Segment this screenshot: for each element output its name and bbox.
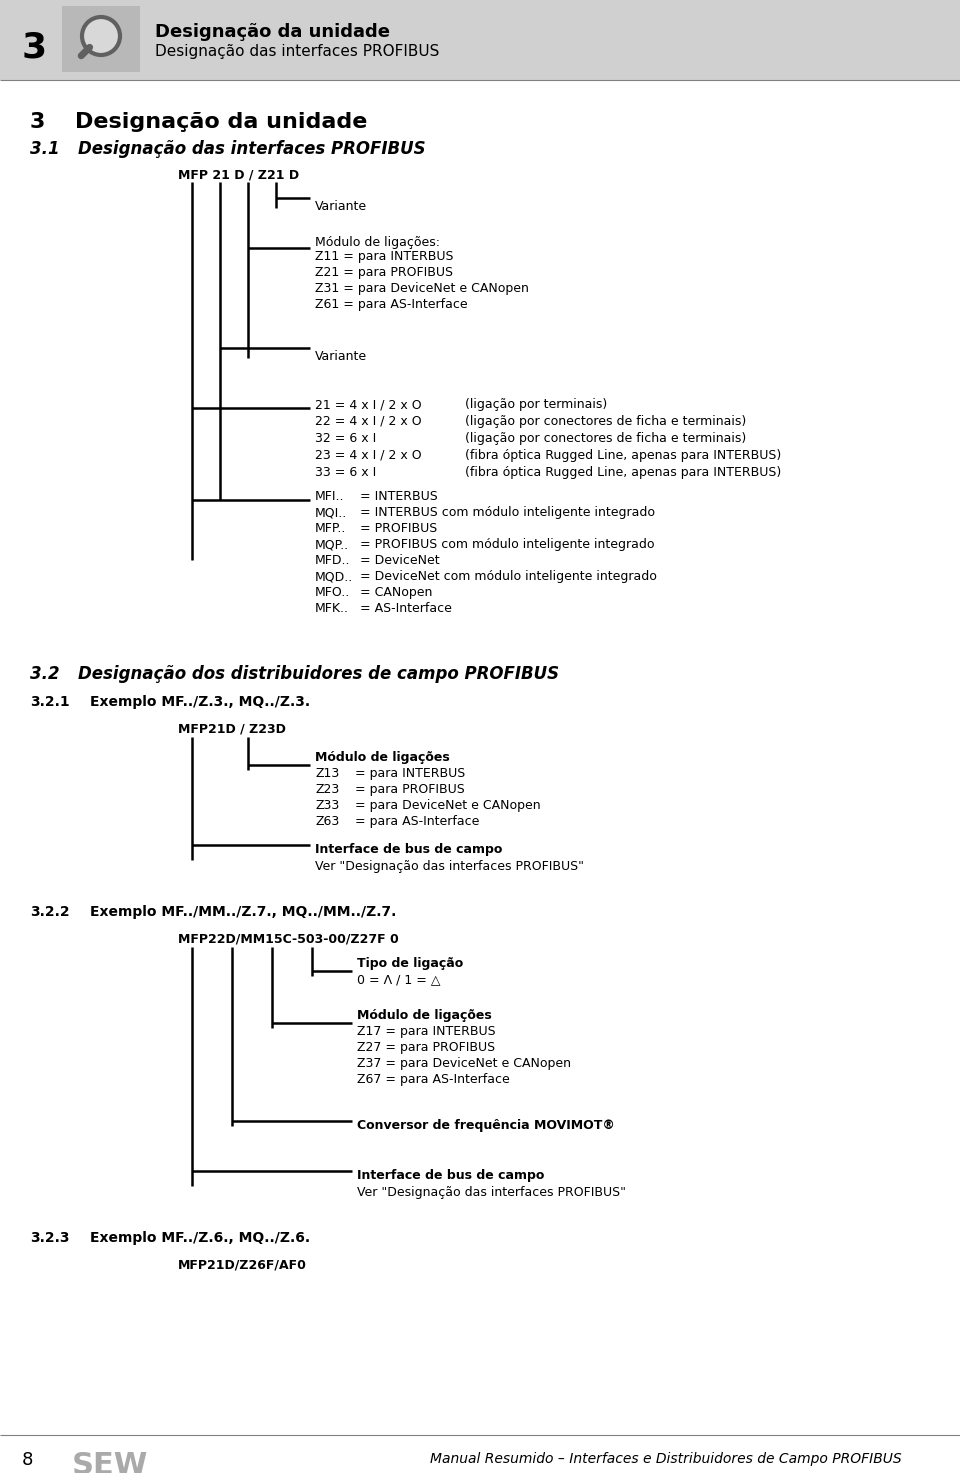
Text: Conversor de frequência MOVIMOT®: Conversor de frequência MOVIMOT®	[357, 1119, 614, 1131]
Text: Variante: Variante	[315, 200, 367, 214]
Text: MFK..: MFK..	[315, 602, 349, 616]
Text: Exemplo MF../Z.3., MQ../Z.3.: Exemplo MF../Z.3., MQ../Z.3.	[90, 695, 310, 709]
Text: = para PROFIBUS: = para PROFIBUS	[355, 784, 465, 795]
Text: MFP21D/Z26F/AF0: MFP21D/Z26F/AF0	[178, 1259, 307, 1273]
Text: Z61 = para AS-Interface: Z61 = para AS-Interface	[315, 298, 468, 311]
Text: Exemplo MF../Z.6., MQ../Z.6.: Exemplo MF../Z.6., MQ../Z.6.	[90, 1231, 310, 1245]
Text: (fibra óptica Rugged Line, apenas para INTERBUS): (fibra óptica Rugged Line, apenas para I…	[465, 465, 781, 479]
Text: = DeviceNet com módulo inteligente integrado: = DeviceNet com módulo inteligente integ…	[360, 570, 657, 583]
Text: 3.1: 3.1	[30, 140, 60, 158]
Text: Z13: Z13	[315, 767, 339, 781]
Text: 22 = 4 x I / 2 x O: 22 = 4 x I / 2 x O	[315, 415, 421, 429]
Text: 0 = Λ / 1 = △: 0 = Λ / 1 = △	[357, 974, 441, 985]
Text: Z31 = para DeviceNet e CANopen: Z31 = para DeviceNet e CANopen	[315, 281, 529, 295]
Text: MFP..: MFP..	[315, 521, 347, 535]
Text: = PROFIBUS: = PROFIBUS	[360, 521, 437, 535]
Text: Designação da unidade: Designação da unidade	[75, 112, 368, 133]
Text: 3.2.1: 3.2.1	[30, 695, 70, 709]
Text: (ligação por terminais): (ligação por terminais)	[465, 398, 608, 411]
Text: MQI..: MQI..	[315, 507, 348, 518]
Text: Interface de bus de campo: Interface de bus de campo	[357, 1170, 544, 1181]
Text: = para DeviceNet e CANopen: = para DeviceNet e CANopen	[355, 798, 540, 812]
Text: = INTERBUS: = INTERBUS	[360, 491, 438, 502]
Text: Ver "Designação das interfaces PROFIBUS": Ver "Designação das interfaces PROFIBUS"	[357, 1186, 626, 1199]
Text: MFP 21 D / Z21 D: MFP 21 D / Z21 D	[178, 168, 300, 181]
Text: Manual Resumido – Interfaces e Distribuidores de Campo PROFIBUS: Manual Resumido – Interfaces e Distribui…	[430, 1452, 901, 1466]
Text: Variante: Variante	[315, 351, 367, 362]
Text: Designação das interfaces PROFIBUS: Designação das interfaces PROFIBUS	[155, 44, 440, 59]
Text: MQD..: MQD..	[315, 570, 353, 583]
Text: 3: 3	[22, 29, 47, 63]
Text: = CANopen: = CANopen	[360, 586, 432, 600]
Text: SEW: SEW	[72, 1451, 149, 1473]
Text: MFO..: MFO..	[315, 586, 350, 600]
Text: Módulo de ligações: Módulo de ligações	[315, 751, 449, 764]
Text: = AS-Interface: = AS-Interface	[360, 602, 452, 616]
Text: Designação dos distribuidores de campo PROFIBUS: Designação dos distribuidores de campo P…	[78, 664, 559, 683]
Bar	[0, 0, 960, 80]
Text: Z63: Z63	[315, 815, 339, 828]
Text: Tipo de ligação: Tipo de ligação	[357, 957, 464, 971]
Text: 23 = 4 x I / 2 x O: 23 = 4 x I / 2 x O	[315, 449, 421, 463]
Text: Z23: Z23	[315, 784, 339, 795]
Text: Z33: Z33	[315, 798, 339, 812]
Text: 21 = 4 x I / 2 x O: 21 = 4 x I / 2 x O	[315, 398, 421, 411]
Text: Exemplo MF../MM../Z.7., MQ../MM../Z.7.: Exemplo MF../MM../Z.7., MQ../MM../Z.7.	[90, 904, 396, 919]
Text: (fibra óptica Rugged Line, apenas para INTERBUS): (fibra óptica Rugged Line, apenas para I…	[465, 449, 781, 463]
Text: MFI..: MFI..	[315, 491, 345, 502]
Text: Z21 = para PROFIBUS: Z21 = para PROFIBUS	[315, 267, 453, 278]
Text: MFP21D / Z23D: MFP21D / Z23D	[178, 723, 286, 736]
Text: Z37 = para DeviceNet e CANopen: Z37 = para DeviceNet e CANopen	[357, 1058, 571, 1069]
Text: = DeviceNet: = DeviceNet	[360, 554, 440, 567]
Text: (ligação por conectores de ficha e terminais): (ligação por conectores de ficha e termi…	[465, 415, 746, 429]
Text: MFD..: MFD..	[315, 554, 350, 567]
Text: Módulo de ligações:: Módulo de ligações:	[315, 236, 440, 249]
Text: Z27 = para PROFIBUS: Z27 = para PROFIBUS	[357, 1041, 495, 1055]
Text: MFP22D/MM15C-503-00/Z27F 0: MFP22D/MM15C-503-00/Z27F 0	[178, 932, 398, 946]
Text: Z17 = para INTERBUS: Z17 = para INTERBUS	[357, 1025, 495, 1038]
Text: Z67 = para AS-Interface: Z67 = para AS-Interface	[357, 1072, 510, 1086]
Text: 32 = 6 x I: 32 = 6 x I	[315, 432, 376, 445]
Text: MQP..: MQP..	[315, 538, 349, 551]
Text: = para INTERBUS: = para INTERBUS	[355, 767, 466, 781]
Text: Designação da unidade: Designação da unidade	[155, 24, 390, 41]
Text: 3.2: 3.2	[30, 664, 60, 683]
Text: 3: 3	[30, 112, 45, 133]
Text: = INTERBUS com módulo inteligente integrado: = INTERBUS com módulo inteligente integr…	[360, 507, 655, 518]
Text: Interface de bus de campo: Interface de bus de campo	[315, 843, 502, 856]
Text: 3.2.2: 3.2.2	[30, 904, 70, 919]
Text: 3.2.3: 3.2.3	[30, 1231, 69, 1245]
Text: 8: 8	[22, 1451, 34, 1469]
Circle shape	[82, 18, 120, 55]
Text: Ver "Designação das interfaces PROFIBUS": Ver "Designação das interfaces PROFIBUS"	[315, 860, 584, 873]
Text: (ligação por conectores de ficha e terminais): (ligação por conectores de ficha e termi…	[465, 432, 746, 445]
Text: Módulo de ligações: Módulo de ligações	[357, 1009, 492, 1022]
Text: = para AS-Interface: = para AS-Interface	[355, 815, 479, 828]
Bar	[62, 6, 140, 72]
Text: = PROFIBUS com módulo inteligente integrado: = PROFIBUS com módulo inteligente integr…	[360, 538, 655, 551]
Text: Designação das interfaces PROFIBUS: Designação das interfaces PROFIBUS	[78, 140, 425, 158]
Text: 33 = 6 x I: 33 = 6 x I	[315, 465, 376, 479]
Text: Z11 = para INTERBUS: Z11 = para INTERBUS	[315, 250, 453, 264]
